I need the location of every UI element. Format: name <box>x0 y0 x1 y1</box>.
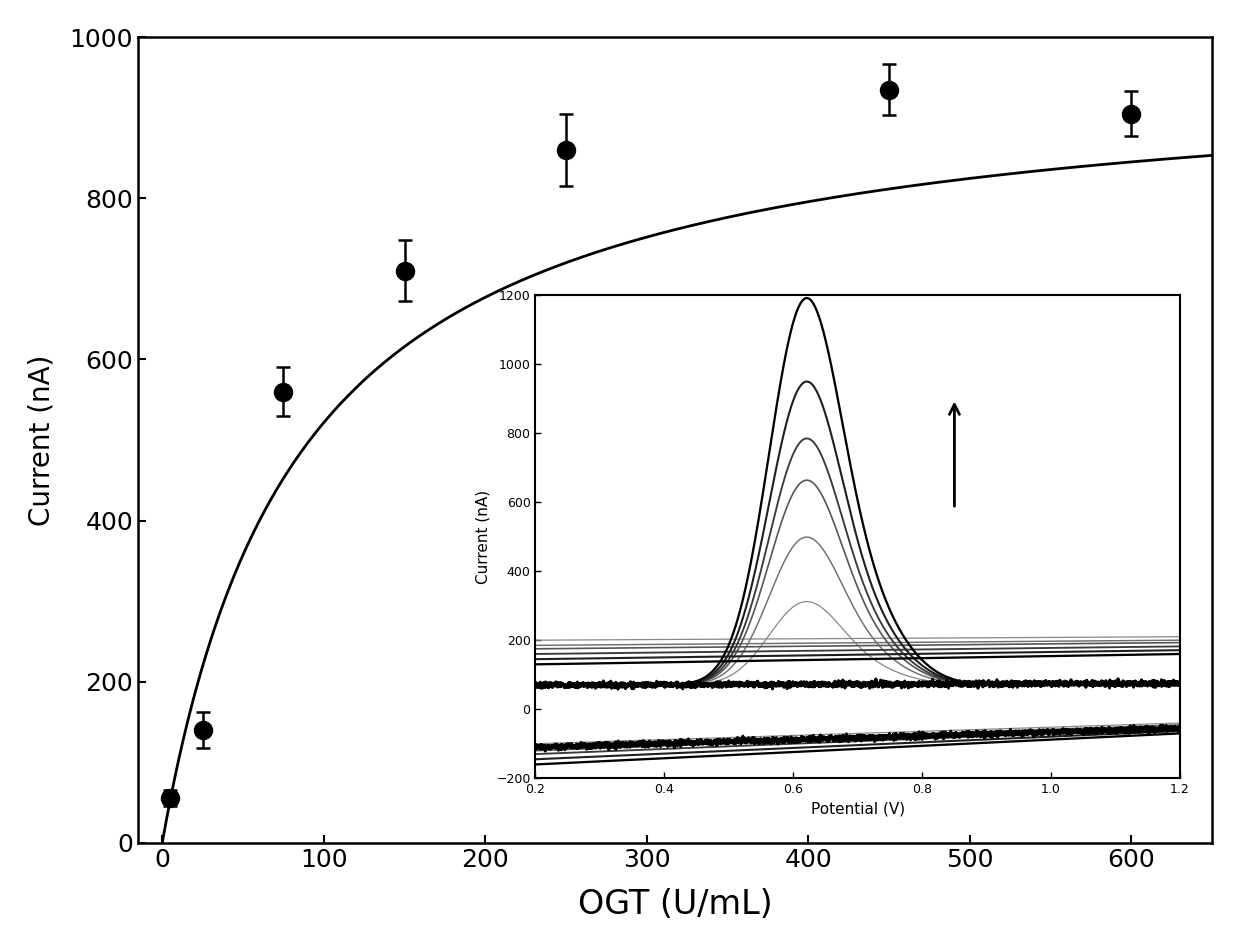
Y-axis label: Current (nA): Current (nA) <box>27 354 56 526</box>
X-axis label: OGT (U/mL): OGT (U/mL) <box>578 888 773 921</box>
